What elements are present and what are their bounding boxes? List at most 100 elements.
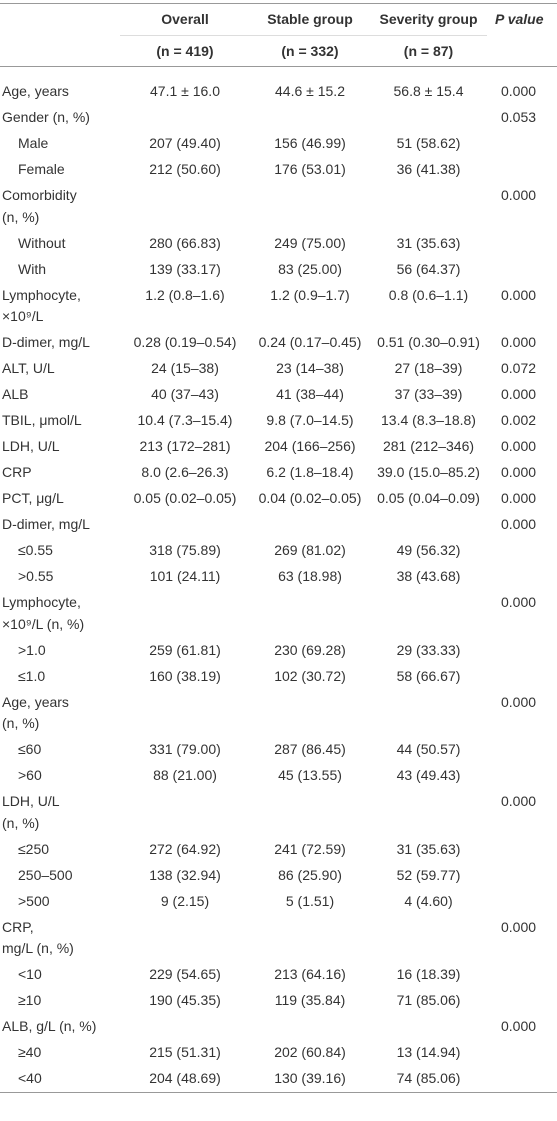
row-label: Age, years [0,67,120,105]
label-line: mg/L (n, %) [2,940,74,956]
column-count: (n = 87) [370,35,487,67]
table-row: ≤1.0 160 (38.19) 102 (30.72) 58 (66.67) [0,663,557,689]
value-cell: 44 (50.57) [396,741,461,757]
label-line: LDH, U/L [2,438,60,454]
value-cell: 56 (64.37) [396,260,461,277]
label-line: (n, %) [2,208,40,225]
empty-cell [120,789,250,837]
label-line: Male [18,135,49,151]
value-cell: 10.4 (7.3–15.4) [137,412,233,428]
value-cell: 36 (41.38) [396,161,461,177]
row-label: Male [0,131,120,157]
row-label: ≤1.0 [0,663,120,689]
table-row: LDH, U/L (n, %) 0.000 [0,789,557,837]
table-row: Lymphocyte, ×10⁹/L 1.2 (0.8–1.6) 1.2 (0.9–1… [0,282,557,330]
value-cell: 215 (51.31) [149,1044,221,1060]
value-cell: 0.8 (0.6–1.1) [388,286,469,303]
data-table: Overall Stable group Severity group P va… [0,3,557,1093]
table-row: 250–500 138 (32.94) 86 (25.90) 52 (59.77) [0,862,557,888]
value-cell: 230 (69.28) [274,641,346,658]
empty-cell [120,590,250,638]
value-cell: 29 (33.33) [396,641,461,658]
row-label: ≥10 [0,988,120,1014]
row-label: <40 [0,1066,120,1093]
empty-cell [250,914,370,962]
row-label: D-dimer, mg/L [0,330,120,356]
empty-cell [250,689,370,737]
empty-cell [120,1014,250,1040]
value-cell: 102 (30.72) [274,667,346,684]
header-row: Overall Stable group Severity group P va… [0,3,557,36]
label-line: ≤1.0 [18,667,46,684]
table-row: ALT, U/L 24 (15–38) 23 (14–38) 27 (18–39) 0.… [0,356,557,382]
row-label: ≤250 [0,836,120,862]
value-cell: 13.4 (8.3–18.8) [381,412,476,428]
p-value: 0.000 [501,490,537,506]
table-row: Age, years (n, %) 0.000 [0,689,557,737]
empty-cell [487,962,557,988]
label-line: Comorbidity [2,187,77,203]
value-cell: 43 (49.43) [396,767,461,783]
column-header: P value [495,11,544,27]
value-cell: 204 (48.69) [149,1070,221,1086]
table-row: D-dimer, mg/L 0.28 (0.19–0.54) 0.24 (0.17–… [0,330,557,356]
value-cell: 63 (18.98) [278,568,342,584]
empty-cell [487,763,557,789]
value-cell: 88 (21.00) [153,767,217,783]
value-cell: 0.05 (0.04–0.09) [377,490,480,506]
value-cell: 86 (25.90) [278,866,342,883]
label-line: >500 [18,892,50,909]
table-row: Lymphocyte, ×10⁹/L (n, %) 0.000 [0,590,557,638]
empty-cell [370,1014,487,1040]
row-label: Gender (n, %) [0,105,120,131]
value-cell: 39.0 (15.0–85.2) [377,464,480,480]
table-row: Without 280 (66.83) 249 (75.00) 31 (35.63) [0,230,557,256]
column-header: Severity group [370,3,487,36]
row-label: CRP, mg/L (n, %) [0,914,120,962]
row-label: ≤0.55 [0,538,120,564]
value-cell: 269 (81.02) [274,542,346,558]
empty-cell [487,988,557,1014]
table-row: >0.55 101 (24.11) 63 (18.98) 38 (43.68) [0,564,557,590]
row-label: Age, years (n, %) [0,689,120,737]
p-value: 0.002 [501,412,537,428]
label-line: ALT, U/L [2,360,55,376]
value-cell: 1.2 (0.8–1.6) [145,286,225,303]
table-row: LDH, U/L 213 (172–281) 204 (166–256) 281 (2… [0,434,557,460]
label-line: ALB [2,386,29,402]
value-cell: 40 (37–43) [151,386,219,402]
label-line: D-dimer, mg/L [2,334,90,350]
table-row: CRP 8.0 (2.6–26.3) 6.2 (1.8–18.4) 39.0 (15.… [0,460,557,486]
table-row: PCT, μg/L 0.05 (0.02–0.05) 0.04 (0.02–0.05… [0,486,557,512]
empty-cell [250,183,370,231]
label-line: (n, %) [2,814,40,831]
table-row: >60 88 (21.00) 45 (13.55) 43 (49.43) [0,763,557,789]
table-row: ≤250 272 (64.92) 241 (72.59) 31 (35.63) [0,836,557,862]
empty-cell [370,789,487,837]
value-cell: 249 (75.00) [274,234,346,251]
empty-cell [250,1014,370,1040]
value-cell: 272 (64.92) [149,840,221,857]
value-cell: 101 (24.11) [149,568,221,584]
value-cell: 9 (2.15) [160,892,210,909]
empty-cell [487,888,557,914]
table-row: ≤60 331 (79.00) 287 (86.45) 44 (50.57) [0,737,557,763]
label-line: ≤250 [18,840,50,857]
table-row: Gender (n, %) 0.053 [0,105,557,131]
value-cell: 0.51 (0.30–0.91) [377,334,480,350]
label-line: Gender (n, %) [2,109,90,125]
label-line: ×10⁹/L (n, %) [2,615,85,632]
value-cell: 23 (14–38) [276,360,344,376]
value-cell: 1.2 (0.9–1.7) [270,286,350,303]
empty-cell [487,131,557,157]
value-cell: 160 (38.19) [149,667,221,684]
row-label: ≤60 [0,737,120,763]
label-line: With [18,260,46,277]
row-label: >500 [0,888,120,914]
empty-cell [120,512,250,538]
value-cell: 24 (15–38) [151,360,219,376]
value-cell: 51 (58.62) [396,135,461,151]
value-cell: 281 (212–346) [382,438,475,454]
value-cell: 280 (66.83) [149,234,221,251]
value-cell: 212 (50.60) [149,161,221,177]
